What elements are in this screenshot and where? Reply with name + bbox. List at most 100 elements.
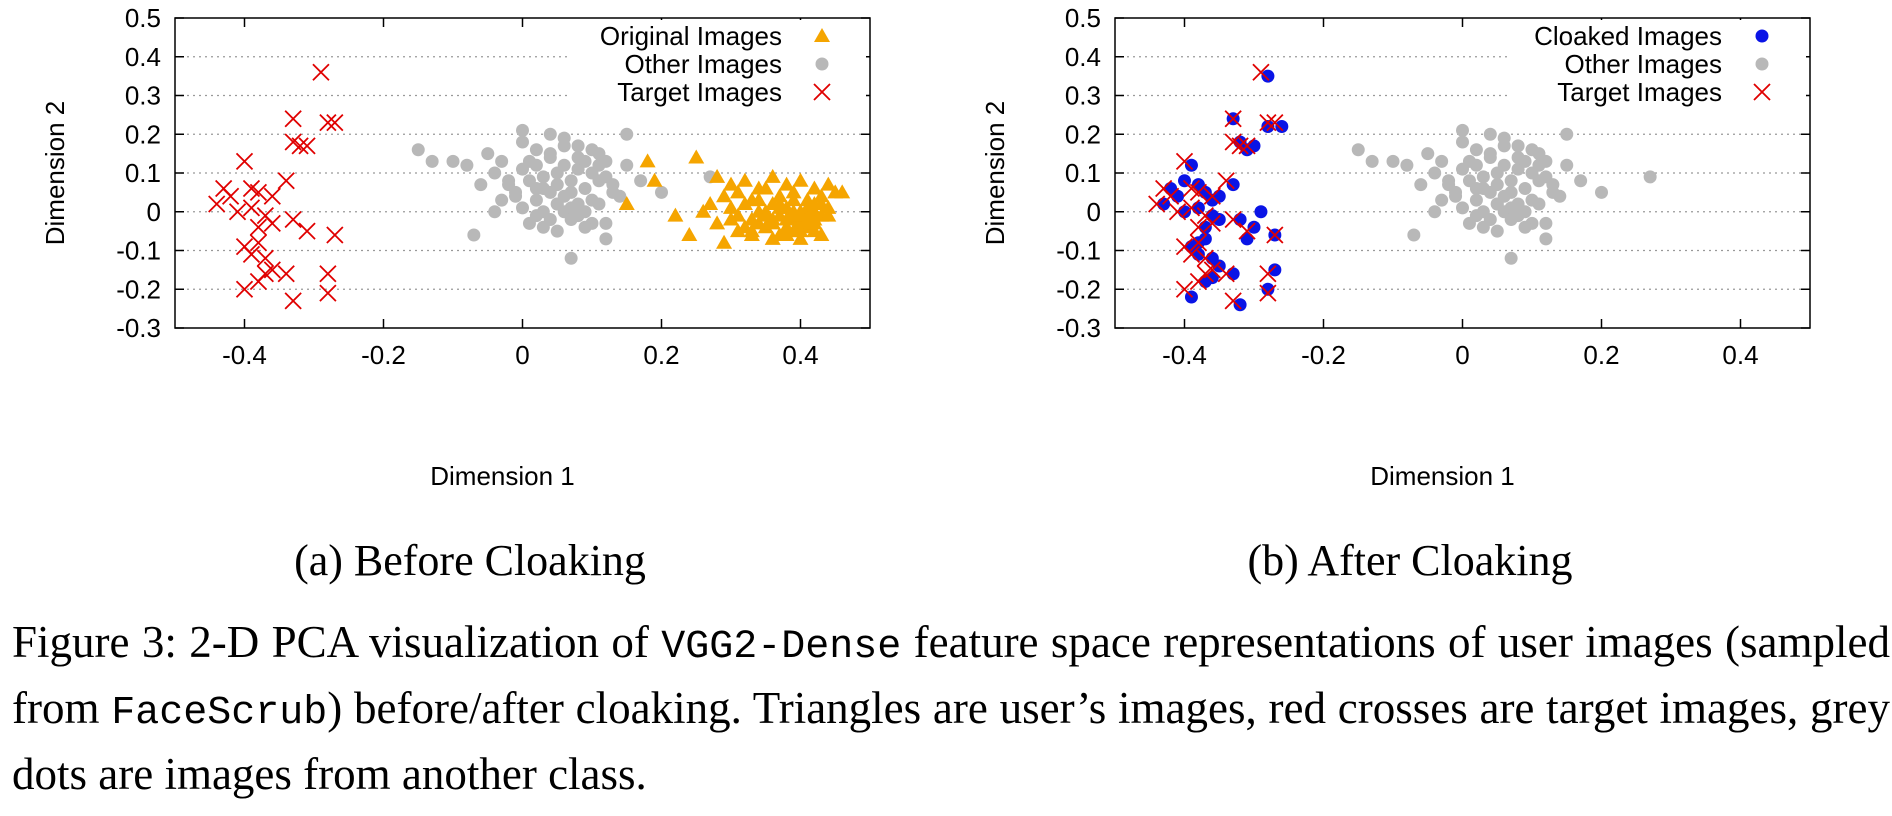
data-point bbox=[1189, 234, 1208, 252]
data-point bbox=[1247, 220, 1261, 234]
data-point bbox=[467, 228, 481, 242]
data-point bbox=[716, 234, 733, 249]
data-point bbox=[778, 227, 795, 241]
data-point bbox=[1560, 158, 1574, 172]
legend-marker bbox=[1753, 83, 1771, 101]
data-point bbox=[1261, 69, 1275, 83]
caption-text: feature space representations of user im… bbox=[12, 617, 1890, 733]
data-point bbox=[1469, 182, 1483, 195]
data-point bbox=[1428, 166, 1442, 180]
data-point bbox=[792, 223, 809, 238]
data-point bbox=[764, 230, 781, 245]
data-point bbox=[1189, 218, 1208, 236]
data-point bbox=[1261, 120, 1275, 133]
y-tick-label: 0.4 bbox=[1065, 42, 1101, 72]
data-point bbox=[1231, 137, 1249, 155]
x-axis-label: Dimension 1 bbox=[1370, 461, 1515, 491]
data-point bbox=[1266, 226, 1284, 244]
data-point bbox=[813, 196, 830, 210]
data-point bbox=[757, 207, 774, 222]
data-point bbox=[529, 182, 543, 195]
chart-after-cloaking: -0.3 -0.2 -0.1 0 0.1 0.2 0.3 0.4 0.5 -0.4 -0.2 0 0.2… bbox=[940, 0, 1880, 520]
data-point bbox=[1504, 174, 1518, 188]
data-point bbox=[613, 189, 627, 203]
legend-label: Other Images bbox=[1564, 49, 1722, 79]
data-point bbox=[646, 172, 663, 187]
data-point bbox=[723, 176, 739, 191]
plot-area bbox=[1148, 63, 1657, 312]
series-target-images bbox=[208, 63, 344, 310]
plot-frame bbox=[174, 17, 871, 329]
data-point bbox=[785, 184, 802, 199]
y-tick-label: 0.5 bbox=[125, 3, 161, 33]
data-point bbox=[820, 207, 837, 222]
data-point bbox=[592, 197, 606, 211]
caption-text: ) before/after cloaking. Triangles are u… bbox=[12, 683, 1890, 799]
x-tick-label: -0.2 bbox=[1301, 340, 1346, 370]
data-point bbox=[1483, 127, 1497, 141]
data-point bbox=[291, 137, 309, 155]
data-point bbox=[1205, 193, 1219, 207]
data-point bbox=[820, 199, 837, 214]
data-point bbox=[242, 245, 261, 264]
data-point bbox=[785, 203, 802, 218]
data-point bbox=[249, 234, 268, 252]
data-point bbox=[1574, 174, 1588, 188]
data-point bbox=[1217, 172, 1235, 190]
legend-label: Cloaked Images bbox=[1534, 21, 1722, 51]
data-point bbox=[771, 199, 788, 214]
data-point bbox=[1476, 220, 1490, 234]
data-point bbox=[1469, 193, 1483, 207]
data-point bbox=[806, 180, 823, 195]
data-point bbox=[1490, 197, 1504, 211]
y-tick-label: 0.5 bbox=[1065, 3, 1101, 33]
legend-label: Target Images bbox=[617, 77, 782, 107]
y-tick-label: 0.4 bbox=[125, 42, 161, 72]
data-point bbox=[709, 215, 726, 230]
series-target-images bbox=[1148, 63, 1284, 310]
x-tick-label: 0.2 bbox=[1583, 340, 1619, 370]
data-point bbox=[1238, 137, 1256, 155]
data-point bbox=[319, 113, 337, 132]
data-point bbox=[564, 251, 578, 265]
data-point bbox=[298, 137, 316, 155]
data-point bbox=[536, 220, 550, 234]
data-point bbox=[1497, 131, 1511, 145]
data-point bbox=[1259, 284, 1277, 302]
data-point bbox=[488, 205, 502, 219]
data-point bbox=[1469, 158, 1483, 172]
legend-label: Other Images bbox=[624, 49, 782, 79]
data-point bbox=[592, 174, 606, 188]
data-point bbox=[599, 216, 613, 230]
data-point bbox=[1532, 197, 1546, 211]
data-point bbox=[249, 272, 268, 291]
data-point bbox=[1442, 178, 1456, 192]
data-point bbox=[228, 203, 247, 221]
data-point bbox=[1539, 232, 1553, 246]
data-point bbox=[550, 197, 564, 211]
y-tick-label: 0.3 bbox=[125, 81, 161, 111]
x-tick-label: -0.4 bbox=[222, 340, 267, 370]
data-point bbox=[242, 199, 261, 217]
data-point bbox=[1247, 139, 1261, 153]
data-point bbox=[1518, 220, 1532, 234]
data-point bbox=[1168, 203, 1187, 221]
data-point bbox=[778, 219, 795, 234]
data-point bbox=[1178, 205, 1191, 219]
data-point bbox=[806, 215, 823, 230]
data-point bbox=[516, 201, 529, 215]
data-point bbox=[578, 220, 592, 234]
data-point bbox=[729, 223, 746, 238]
data-point bbox=[813, 227, 830, 241]
data-point bbox=[277, 172, 295, 190]
figure-caption: Figure 3: 2-D PCA visualization of VGG2-… bbox=[12, 612, 1890, 804]
data-point bbox=[1490, 224, 1504, 238]
x-tick-label: -0.2 bbox=[361, 340, 406, 370]
data-point bbox=[1560, 127, 1574, 141]
legend-label: Original Images bbox=[600, 21, 782, 51]
legend-marker bbox=[813, 83, 831, 101]
data-point bbox=[1226, 267, 1240, 281]
y-tick-label: -0.2 bbox=[1056, 274, 1101, 304]
legend-marker bbox=[814, 28, 830, 42]
data-point bbox=[639, 153, 656, 168]
